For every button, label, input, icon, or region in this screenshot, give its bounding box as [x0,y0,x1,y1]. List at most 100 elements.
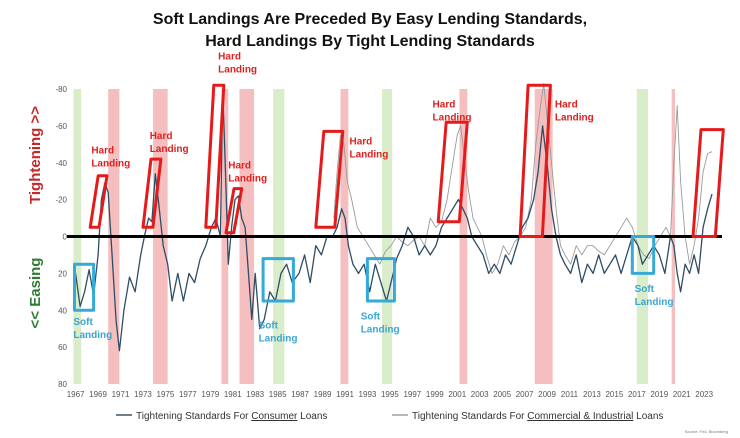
legend-ci-part-2: Commercial & Industrial [527,411,633,422]
hard-landing-box-1 [141,157,163,229]
hard-landing-box-0 [88,174,109,229]
legend-consumer-part-2: Consumer [251,411,298,422]
x-tick-label-1977: 1977 [179,390,197,399]
hard-landing-label-6-line-1: Landing [555,112,594,123]
hard-landing-label-0-line-0: Hard [91,146,114,157]
x-tick-label-2009: 2009 [538,390,556,399]
hard-landing-label-1-line-0: Hard [150,131,173,142]
hard-landing-label-1-line-1: Landing [150,144,189,155]
hard-landing-label-4-line-1: Landing [349,149,388,160]
hard-landing-box-4 [314,129,345,229]
x-tick-label-1975: 1975 [157,390,175,399]
hard-landing-label-4-line-0: Hard [349,136,372,147]
tightening-axis-label: Tightening >> [27,106,44,204]
soft-landing-label-0: Soft Landing [73,317,112,341]
soft-landing-label-2: Soft Landing [361,311,400,335]
x-tick-label-1981: 1981 [224,390,242,399]
hard-landing-box-2 [204,83,226,229]
soft-landing-label-3-line-0: Soft [635,284,655,295]
hard-landing-label-1: Hard Landing [150,131,189,155]
x-tick-label-2013: 2013 [583,390,601,399]
soft-landing-label-2-line-1: Landing [361,324,400,335]
y-tick-label-0: -80 [55,85,67,94]
y-tick-label-7: 60 [58,343,67,352]
landing-annotation-labels: Hard Landing Hard Landing Hard Landing Hard Lan… [73,52,673,345]
hard-landing-box-3 [224,187,244,235]
y-tick-label-5: 20 [58,269,67,278]
soft-landing-label-2-line-0: Soft [361,311,381,322]
hard-landing-box-6 [518,83,552,238]
chart-title-line-2: Hard Landings By Tight Lending Standards [205,33,535,50]
x-tick-label-1989: 1989 [314,390,332,399]
x-tick-label-2007: 2007 [516,390,534,399]
chart-title-line-1: Soft Landings Are Preceded By Easy Lendi… [153,11,587,28]
hard-landing-label-3: Hard Landing [228,160,267,184]
x-tick-label-1967: 1967 [67,390,85,399]
legend-consumer-part-3: Loans [297,411,327,422]
x-tick-label-1991: 1991 [336,390,354,399]
x-tick-label-1983: 1983 [246,390,264,399]
x-tick-label-1997: 1997 [403,390,421,399]
y-tick-label-3: -20 [55,196,67,205]
soft-landing-label-1-line-0: Soft [259,321,279,332]
soft-landing-box-3 [630,235,656,275]
x-tick-label-2003: 2003 [471,390,489,399]
soft-landing-box-0 [73,262,96,312]
hard-landing-label-3-line-1: Landing [228,173,267,184]
landing-annotation-boxes [73,83,725,312]
hard-landing-label-3-line-0: Hard [228,160,251,171]
soft-landing-label-0-line-1: Landing [73,330,112,341]
legend-consumer-part-1: Tightening Standards For [136,411,251,422]
x-tick-label-1973: 1973 [134,390,152,399]
series-line-1 [333,83,713,274]
hard-landing-label-2-line-1: Landing [218,65,257,76]
legend: Tightening Standards For Consumer Loans … [116,411,663,422]
hard-landing-label-0-line-1: Landing [91,159,130,170]
hard-landing-box-5 [436,120,469,224]
x-tick-label-2001: 2001 [448,390,466,399]
legend-label-ci: Tightening Standards For Commercial & In… [412,411,663,422]
y-tick-label-2: -40 [55,159,67,168]
y-tick-label-4: 0 [63,233,68,242]
x-tick-label-1993: 1993 [359,390,377,399]
soft-landing-label-0-line-0: Soft [73,317,93,328]
hard-landing-label-0: Hard Landing [91,146,130,170]
x-tick-label-2011: 2011 [561,390,579,399]
hard-landing-box-7 [691,128,725,238]
y-tick-label-1: -60 [55,122,67,131]
x-tick-label-2015: 2015 [605,390,623,399]
legend-label-consumer: Tightening Standards For Consumer Loans [136,411,327,422]
easing-axis-label: << Easing [27,258,44,329]
x-tick-label-1987: 1987 [291,390,309,399]
x-axis-tick-labels: 1967 1969 1971 1973 1975 1977 1979 1981 1983 1985… [67,390,714,399]
source-note: Source: Fed, Bloomberg [685,429,728,434]
x-tick-label-1985: 1985 [269,390,287,399]
hard-landing-label-5-line-1: Landing [433,112,472,123]
legend-ci-part-1: Tightening Standards For [412,411,527,422]
x-tick-label-2019: 2019 [650,390,668,399]
y-tick-label-6: 40 [58,306,67,315]
x-tick-label-2021: 2021 [673,390,691,399]
hard-landing-label-5-line-0: Hard [433,99,456,110]
hard-landing-label-6-line-0: Hard [555,99,578,110]
series-line-0 [74,90,713,352]
y-axis-tick-labels: -80 -60 -40 -20 0 20 40 60 80 [55,85,67,389]
x-tick-label-1999: 1999 [426,390,444,399]
x-tick-label-2023: 2023 [695,390,713,399]
hard-landing-label-2-line-0: Hard [218,52,241,63]
soft-landing-label-1-line-1: Landing [259,334,298,345]
hard-landing-label-5: Hard Landing [433,99,472,123]
y-tick-label-8: 80 [58,380,67,389]
soft-landing-label-3: Soft Landing [635,284,674,308]
hard-landing-label-4: Hard Landing [349,136,388,160]
soft-landing-box-2 [365,257,396,303]
x-tick-label-2005: 2005 [493,390,511,399]
soft-landing-label-1: Soft Landing [259,321,298,345]
hard-landing-label-6: Hard Landing [555,99,594,123]
data-series [74,83,713,352]
x-tick-label-1971: 1971 [112,390,130,399]
x-tick-label-1979: 1979 [201,390,219,399]
soft-landing-box-1 [261,257,295,303]
legend-ci-part-3: Loans [633,411,663,422]
